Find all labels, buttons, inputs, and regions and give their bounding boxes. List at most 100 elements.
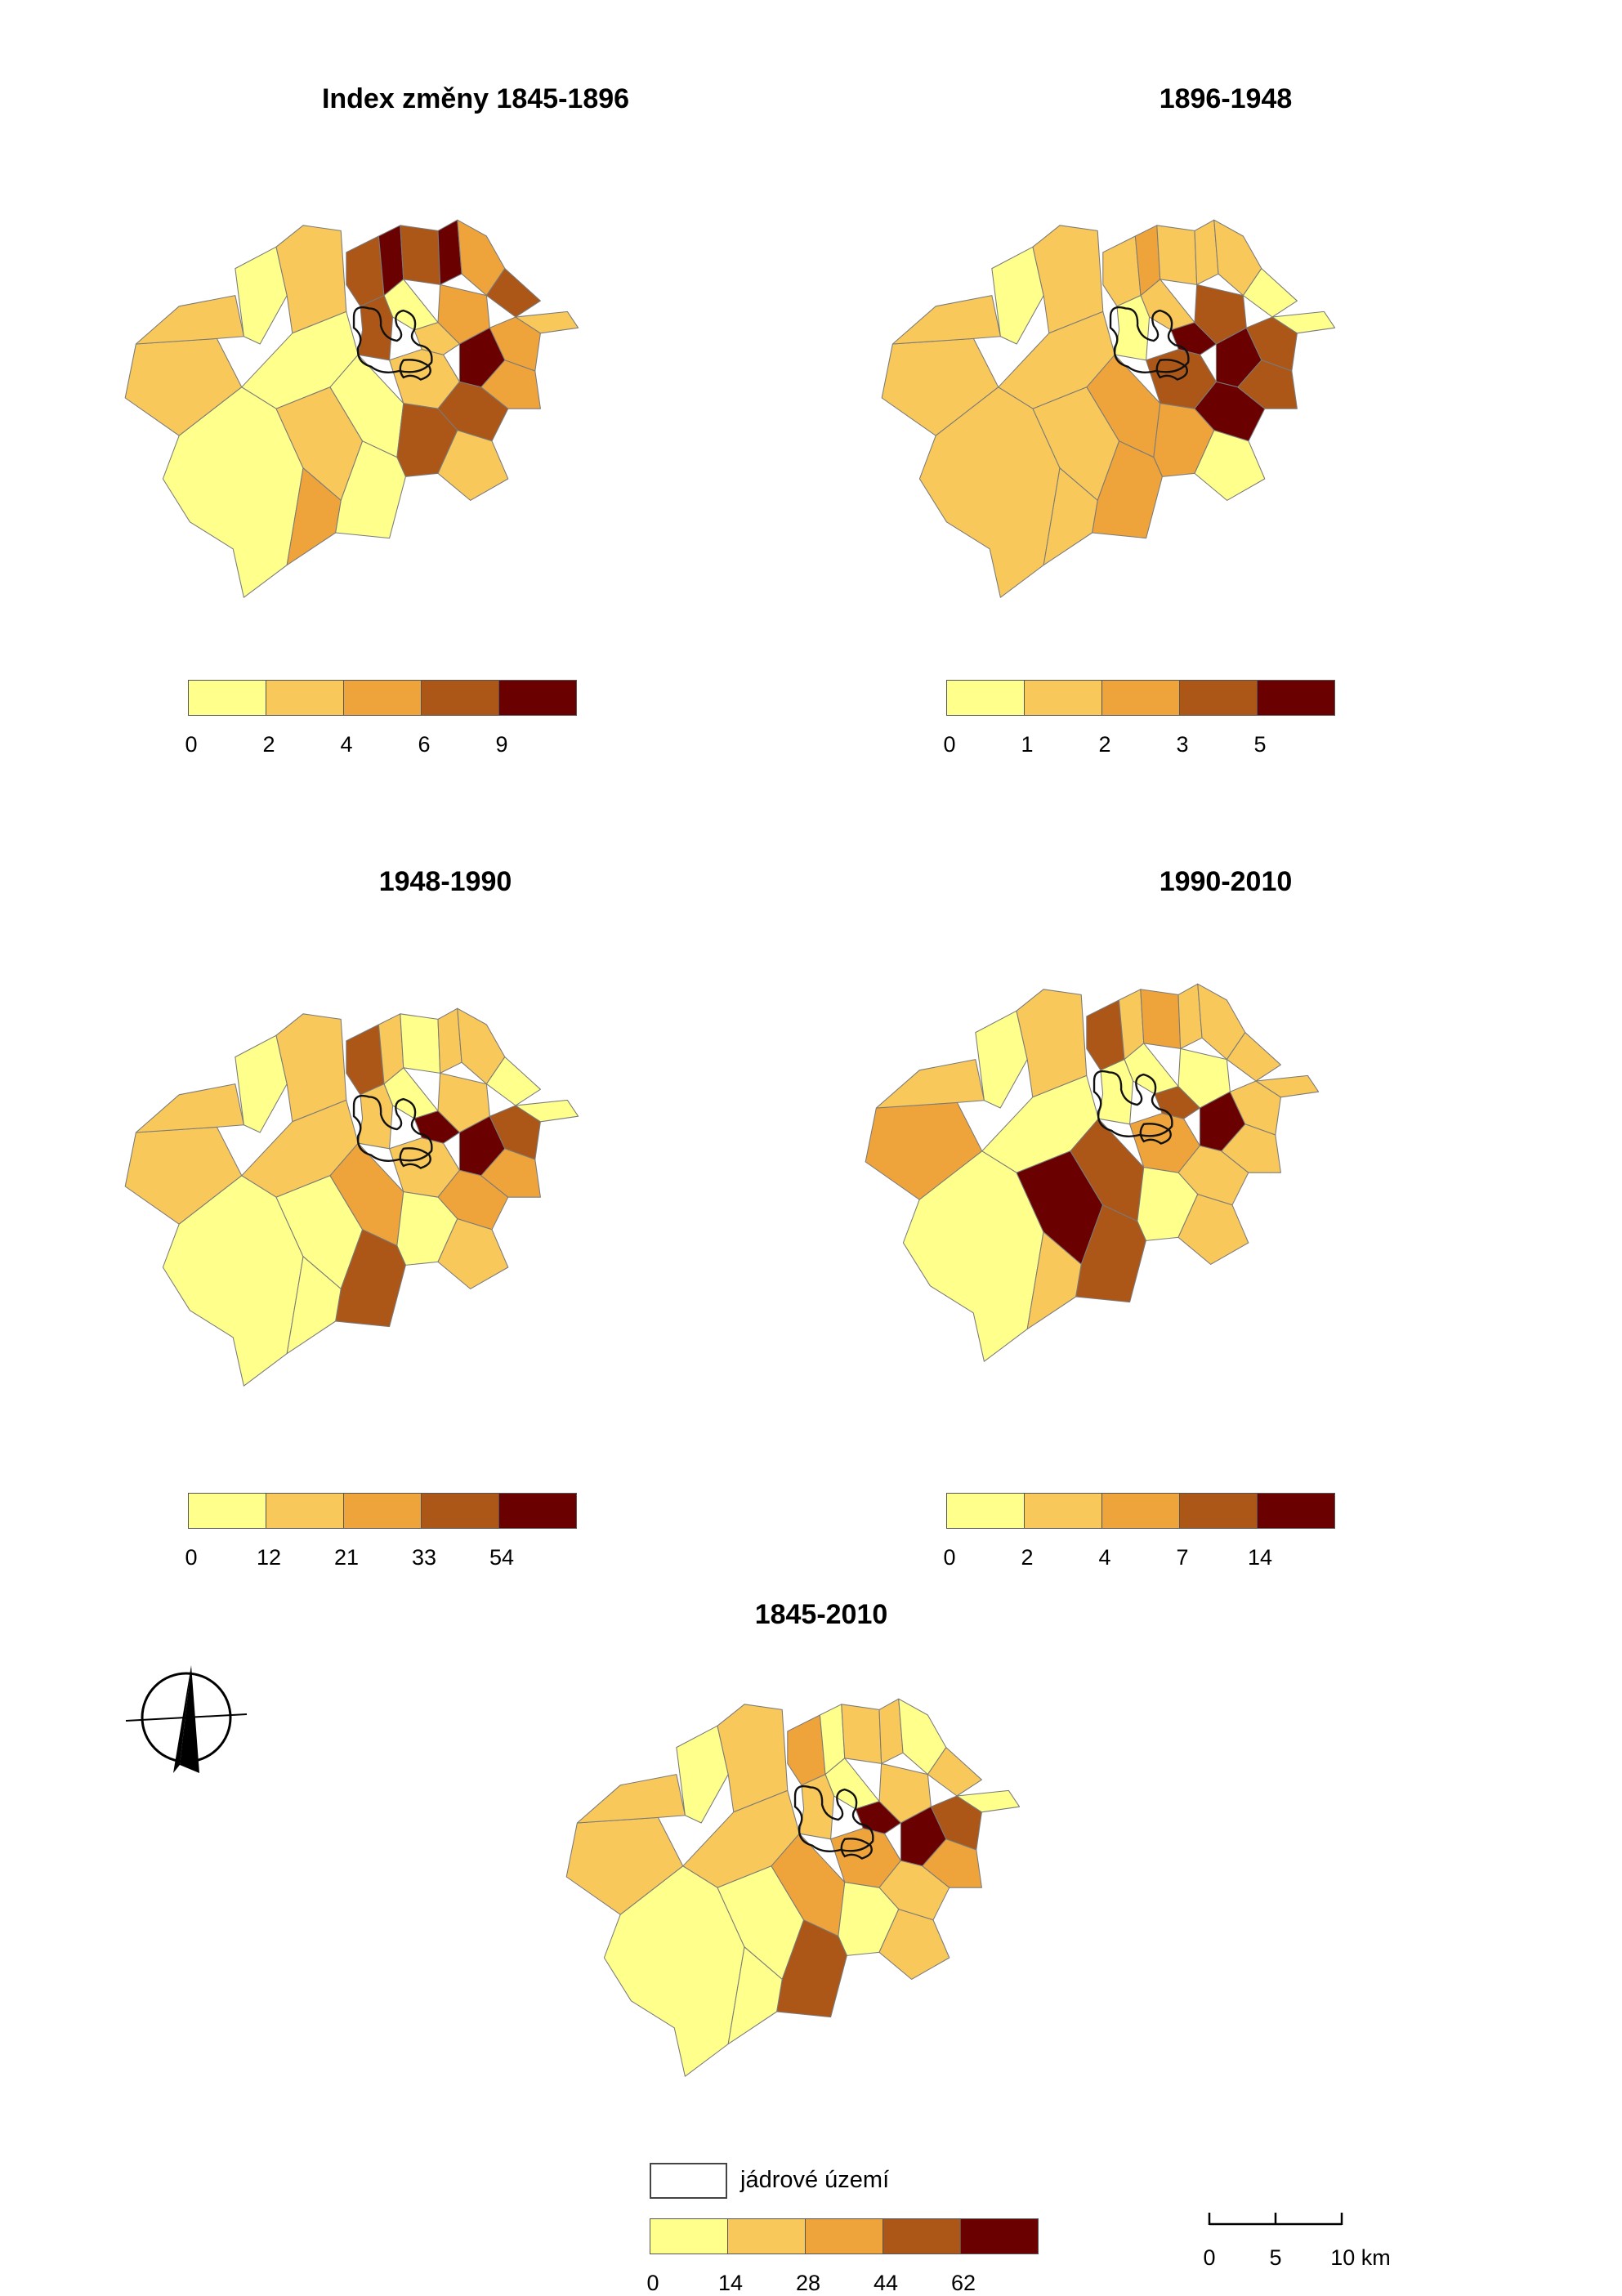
municipality-region xyxy=(841,1704,882,1764)
municipality-region xyxy=(1097,1059,1134,1125)
municipality-region xyxy=(875,1059,985,1109)
municipality-region xyxy=(162,1175,304,1387)
core-territory-outline xyxy=(399,359,431,381)
municipality-region xyxy=(135,1083,244,1133)
municipality-region xyxy=(956,1789,1021,1813)
legend-break-label: 0 xyxy=(185,732,198,757)
municipality-region xyxy=(798,1774,835,1840)
legend-swatch xyxy=(498,680,577,716)
panel-4-title: 1990-2010 xyxy=(1159,866,1293,897)
scale-bar xyxy=(1208,2213,1343,2226)
scale-tick-0: 0 xyxy=(1203,2245,1216,2270)
legend-break-label: 14 xyxy=(717,2271,744,2295)
legend-break-label: 0 xyxy=(943,732,956,757)
legend-swatch xyxy=(1179,1493,1258,1529)
legend-break-label: 0 xyxy=(943,1545,956,1570)
municipality-region xyxy=(922,1838,982,1888)
municipality-region xyxy=(878,1909,950,1980)
municipality-region xyxy=(576,1774,686,1824)
municipality-region xyxy=(286,467,342,566)
legend-swatch xyxy=(1101,680,1180,716)
core-territory-outline xyxy=(352,306,433,373)
legend-swatch xyxy=(882,2218,961,2254)
municipality-region xyxy=(515,1099,579,1123)
core-territory-outline xyxy=(352,1094,433,1162)
municipality-region xyxy=(480,1148,541,1198)
municipality-region xyxy=(891,295,1001,345)
legend-swatch xyxy=(498,1493,577,1529)
panel-1-title: Index změny 1845-1896 xyxy=(321,83,630,114)
core-territory-outline xyxy=(1109,306,1190,373)
municipality-region xyxy=(286,1256,342,1355)
municipality-region xyxy=(235,1034,288,1133)
municipality-region xyxy=(437,430,509,501)
core-territory-label: jádrové území xyxy=(740,2167,890,2193)
legend-break-label: 54 xyxy=(489,1545,515,1570)
legend-break-label: 5 xyxy=(1253,732,1267,757)
municipality-region xyxy=(991,246,1044,345)
legend-break-label: 2 xyxy=(1021,1545,1034,1570)
core-territory-outline xyxy=(399,1147,431,1169)
municipality-region xyxy=(676,1725,729,1824)
legend-swatch xyxy=(266,680,344,716)
legend-panel-1: 0 2 4 6 9 xyxy=(185,680,577,770)
municipality-region xyxy=(1114,295,1151,361)
legend-swatch xyxy=(946,1493,1025,1529)
core-territory-outline xyxy=(793,1785,874,1852)
municipality-region xyxy=(400,225,441,285)
legend-swatch xyxy=(421,1493,499,1529)
legend-panel-4: 0 2 4 7 14 xyxy=(943,1493,1335,1583)
scale-tick-5: 5 xyxy=(1269,2245,1282,2270)
legend-swatch xyxy=(1257,680,1335,716)
municipality-region xyxy=(1237,360,1298,409)
legend-swatch xyxy=(343,680,422,716)
municipality-region xyxy=(930,1795,982,1851)
municipality-region xyxy=(975,1010,1028,1109)
municipality-region xyxy=(357,1083,394,1150)
legend-break-label: 2 xyxy=(1098,732,1111,757)
municipality-region xyxy=(1140,989,1182,1049)
municipality-region xyxy=(603,1865,745,2077)
legend-break-label: 9 xyxy=(495,732,508,757)
municipality-region xyxy=(515,310,579,334)
core-territory-outline xyxy=(1155,359,1188,381)
legend-panel-5: 0 14 28 44 62 xyxy=(646,2218,1039,2295)
municipality-region xyxy=(1255,1074,1320,1098)
municipality-region xyxy=(162,386,304,598)
core-territory-swatch xyxy=(650,2163,727,2199)
legend-break-label: 4 xyxy=(1098,1545,1111,1570)
legend-break-label: 2 xyxy=(262,732,275,757)
municipality-region xyxy=(346,235,385,307)
legend-swatch xyxy=(421,680,499,716)
legend-break-label: 0 xyxy=(185,1545,198,1570)
legend-swatch xyxy=(650,2218,728,2254)
legend-break-label: 62 xyxy=(950,2271,976,2295)
municipality-region xyxy=(1271,310,1336,334)
legend-break-label: 33 xyxy=(411,1545,437,1570)
municipality-region xyxy=(357,295,394,361)
legend-break-label: 14 xyxy=(1247,1545,1273,1570)
legend-break-label: 3 xyxy=(1176,732,1189,757)
core-territory-outline xyxy=(1139,1123,1172,1145)
legend-swatch xyxy=(266,1493,344,1529)
legend-swatch xyxy=(343,1493,422,1529)
municipality-region xyxy=(1102,235,1142,307)
municipality-region xyxy=(346,1024,385,1096)
legend-swatch xyxy=(1257,1493,1335,1529)
panel-2-title: 1896-1948 xyxy=(1159,83,1293,114)
legend-swatch xyxy=(188,1493,266,1529)
municipality-region xyxy=(135,295,244,345)
municipality-region xyxy=(1156,225,1198,285)
municipality-region xyxy=(437,1218,509,1289)
panel-3-title: 1948-1990 xyxy=(378,866,512,897)
municipality-region xyxy=(1026,1231,1082,1330)
map-panel-1 xyxy=(124,219,579,598)
north-arrow-icon xyxy=(125,1665,248,1773)
core-territory-outline xyxy=(1093,1070,1173,1137)
legend-swatch xyxy=(805,2218,883,2254)
municipality-region xyxy=(1229,1080,1281,1136)
municipality-region xyxy=(1221,1123,1281,1173)
municipality-region xyxy=(918,386,1061,598)
legend-break-label: 21 xyxy=(333,1545,360,1570)
panel-5-title: 1845-2010 xyxy=(754,1599,888,1630)
